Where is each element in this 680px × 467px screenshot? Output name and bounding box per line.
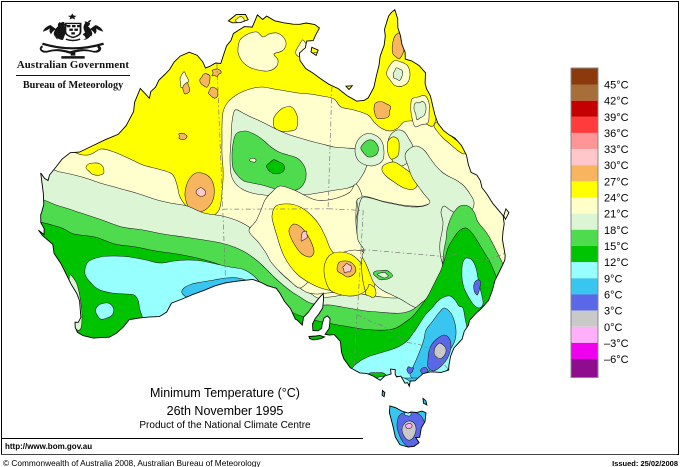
svg-text:9°C: 9°C [604,273,623,285]
svg-text:21°C: 21°C [604,209,629,221]
svg-text:3°C: 3°C [604,306,623,318]
svg-text:–3°C: –3°C [604,338,629,350]
svg-text:42°C: 42°C [604,96,629,108]
svg-text:27°C: 27°C [604,176,629,188]
svg-text:15°C: 15°C [604,241,629,253]
svg-text:30°C: 30°C [604,160,629,172]
svg-text:–6°C: –6°C [604,354,629,366]
svg-text:0°C: 0°C [604,322,623,334]
svg-text:12°C: 12°C [604,257,629,269]
svg-text:36°C: 36°C [604,128,629,140]
svg-text:33°C: 33°C [604,144,629,156]
svg-text:6°C: 6°C [604,289,623,301]
svg-text:39°C: 39°C [604,112,629,124]
svg-text:18°C: 18°C [604,225,629,237]
svg-text:24°C: 24°C [604,193,629,205]
svg-text:45°C: 45°C [604,80,629,92]
